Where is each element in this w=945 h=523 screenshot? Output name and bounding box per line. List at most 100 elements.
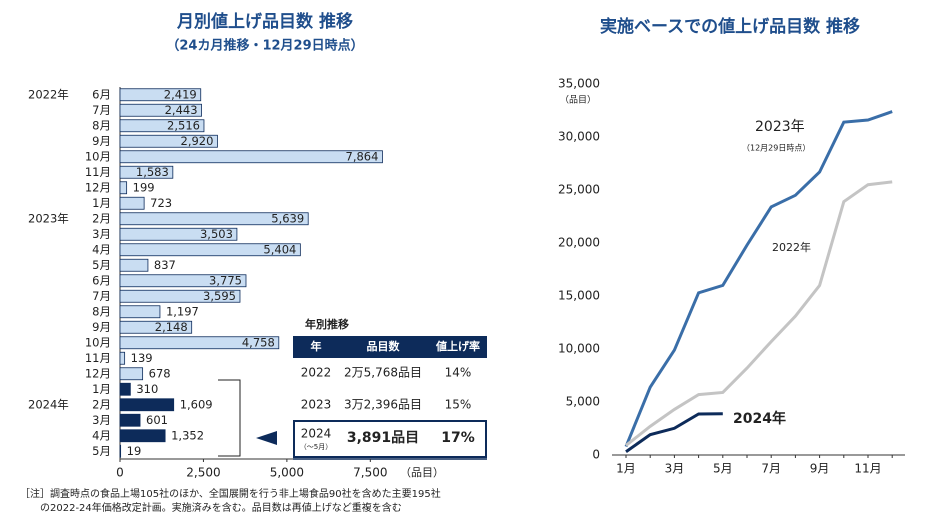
value-label: 139 [131,351,153,365]
x-tick-label: 1月 [616,462,636,476]
bar [119,351,126,365]
value-label: 1,197 [166,304,199,318]
table-count: 3,891品目 [347,430,419,446]
bar [119,243,301,257]
value-label: 1,583 [136,165,169,179]
category-label: 5月 [92,444,111,458]
category-label: 2月 [92,397,111,411]
category-label: 1月 [92,196,111,210]
category-label: 4月 [92,428,111,442]
value-label: 723 [150,196,172,210]
bar [119,274,247,288]
value-label: 1,609 [180,397,213,411]
bar [119,382,131,396]
category-label: 5月 [92,258,111,272]
value-label: 5,404 [263,242,296,256]
x-tick-label: 2,500 [186,466,220,480]
bar [119,227,238,241]
y-tick-label: 20,000 [558,236,600,250]
series-label: 2024年 [733,410,786,427]
category-label: 10月 [85,335,111,349]
category-label: 11月 [85,165,111,179]
category-label: 9月 [92,320,111,334]
category-label: 8月 [92,118,111,132]
value-label: 601 [146,413,168,427]
value-label: 678 [149,366,171,380]
table-count: 3万2,396品目 [344,398,422,412]
category-label: 9月 [92,134,111,148]
bar [119,320,193,334]
series-note: （12月29日時点） [742,144,810,153]
category-label: 3月 [92,413,111,427]
category-label: 8月 [92,304,111,318]
note-line: の2022-24年価格改定計画。実施済みを含む。品目数は再値上げなど重複を含む [40,501,402,514]
category-label: 6月 [92,87,111,101]
bar [119,367,144,381]
value-label: 199 [133,180,155,194]
value-label: 837 [154,258,176,272]
value-label: 4,758 [242,335,275,349]
year-label: 2023年 [28,211,69,225]
table-highlight [293,420,487,458]
value-label: 310 [136,382,158,396]
line [625,180,893,447]
y-tick-label: 35,000 [558,77,600,91]
left-subtitle: （24カ月推移・12月29日時点） [166,38,363,54]
category-label: 3月 [92,227,111,241]
value-label: 19 [127,444,142,458]
x-tick-label: 7月 [761,462,781,476]
x-tick-label: 7,500 [353,466,387,480]
value-label: 3,595 [203,289,236,303]
category-label: 12月 [85,180,111,194]
table-year-note: （～5月） [300,443,332,451]
bar [119,212,309,226]
table-header-bg [293,336,487,358]
bar [119,429,166,443]
value-label: 7,864 [346,149,379,163]
bar [119,103,202,117]
bar [119,444,122,458]
category-label: 4月 [92,242,111,256]
value-label: 2,443 [165,103,198,117]
table-header: 品目数 [367,339,401,353]
x-tick-label: 5月 [713,462,733,476]
table-rate: 17% [441,430,475,446]
category-label: 7月 [92,289,111,303]
bar [119,289,241,303]
series-label: 2022年 [772,240,811,254]
value-label: 2,920 [181,134,214,148]
table-header: 値上げ率 [435,339,480,353]
bar [119,336,280,350]
value-label: 1,352 [171,428,204,442]
y-tick-label: 5,000 [566,395,600,409]
bar [119,305,161,319]
table-header: 年 [311,339,322,353]
left-title: 月別値上げ品目数 推移 [176,11,353,32]
bar [119,165,174,179]
value-label: 3,775 [209,273,242,287]
category-label: 10月 [85,149,111,163]
x-tick-label: 11月 [854,462,881,476]
y-tick-label: 10,000 [558,342,600,356]
table-year: 2023 [301,398,332,412]
category-label: 11月 [85,351,111,365]
category-label: 12月 [85,366,111,380]
bar [119,119,205,133]
table-rate: 14% [445,366,472,380]
line [624,110,893,448]
bar [119,196,145,210]
value-label: 5,639 [271,211,304,225]
x-tick-label: 9月 [810,462,830,476]
y-tick-label: 15,000 [558,289,600,303]
x-tick-label: 3月 [665,462,685,476]
bar [119,181,128,195]
line [625,412,723,453]
bar [119,88,202,102]
value-label: 3,503 [200,227,233,241]
value-label: 2,148 [155,320,188,334]
bar [119,134,218,148]
table-title: 年別推移 [305,317,349,331]
y-tick-label: 25,000 [558,183,600,197]
table-rate: 15% [445,398,472,412]
